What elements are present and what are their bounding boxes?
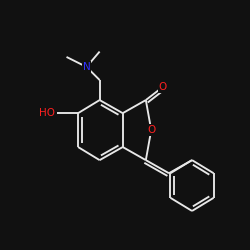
Text: N: N bbox=[83, 62, 90, 72]
Text: O: O bbox=[159, 82, 167, 92]
Text: O: O bbox=[147, 125, 155, 135]
Text: HO: HO bbox=[39, 108, 55, 118]
